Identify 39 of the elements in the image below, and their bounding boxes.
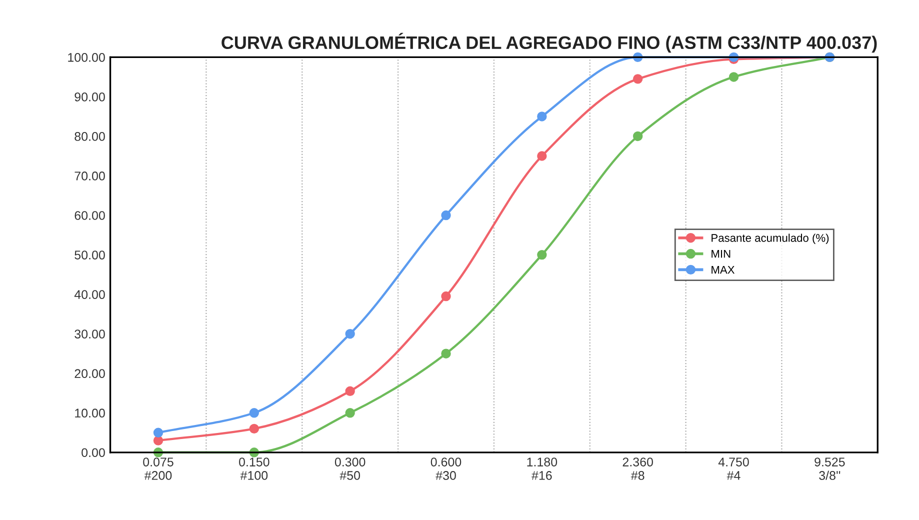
y-tick-label: 10.00 xyxy=(75,408,105,418)
point xyxy=(537,250,547,260)
point xyxy=(249,408,260,418)
legend-label: MAX xyxy=(712,266,735,274)
x-tick-label: 0.300 #50 xyxy=(334,458,366,480)
y-tick-label: 70.00 xyxy=(74,172,105,180)
y-tick-label: 100.00 xyxy=(68,53,105,62)
x-tick-label: 9.525 3/8'' xyxy=(814,458,845,480)
point xyxy=(537,151,547,161)
y-tick-label: 50.00 xyxy=(74,250,105,260)
point xyxy=(537,112,547,122)
x-tick-label: 4.750 #4 xyxy=(718,458,749,480)
point xyxy=(728,72,739,82)
x-tick-label: 2.360 #8 xyxy=(622,458,653,480)
point xyxy=(441,348,451,358)
point xyxy=(441,291,451,302)
point xyxy=(345,408,355,418)
x-tick-label: 1.180 #16 xyxy=(527,458,558,480)
y-tick-label: 80.00 xyxy=(74,132,105,141)
legend-label: Pasante acumulado (%) xyxy=(712,234,829,244)
point xyxy=(345,328,355,339)
y-tick-label: 0.00 xyxy=(82,448,105,458)
chart-title: CURVA GRANULOMÉTRICA DEL AGREGADO FINO (ASTM C33/NTP 400.037) xyxy=(222,32,877,53)
y-tick-label: 40.00 xyxy=(74,290,105,299)
y-tick-label: 90.00 xyxy=(74,92,105,102)
point xyxy=(249,424,260,434)
point xyxy=(153,428,164,438)
point xyxy=(153,436,164,446)
point xyxy=(345,386,355,396)
y-tick-label: 60.00 xyxy=(74,211,105,220)
point xyxy=(632,131,643,142)
y-tick-label: 30.00 xyxy=(74,330,105,338)
x-tick-label: 0.600 #30 xyxy=(430,458,462,480)
legend-label: MIN xyxy=(712,250,730,258)
point xyxy=(441,210,451,220)
x-tick-label: 0.075 #200 xyxy=(143,458,174,480)
y-tick-label: 20.00 xyxy=(74,369,105,378)
x-tick-label: 0.150 #100 xyxy=(239,458,270,480)
point xyxy=(632,74,643,84)
